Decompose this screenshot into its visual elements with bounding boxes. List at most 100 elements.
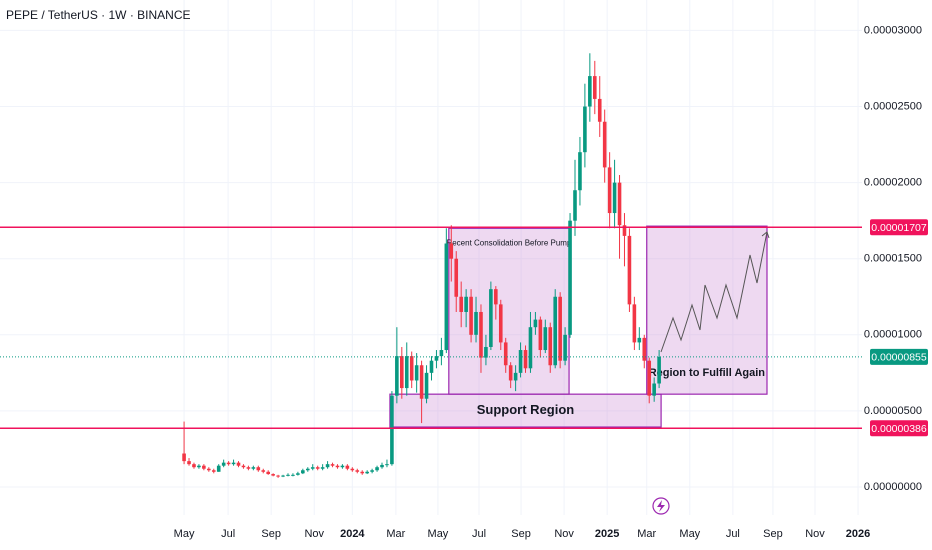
candle-body: [652, 383, 656, 396]
candle-body: [498, 304, 503, 343]
candle-body: [340, 465, 345, 468]
price-label-box: [870, 348, 928, 365]
candle-body: [558, 296, 562, 361]
candle-body: [434, 356, 439, 361]
annotation-box: [389, 393, 662, 428]
candle-body: [375, 467, 379, 471]
candle-body: [642, 337, 647, 361]
candle-body: [459, 296, 463, 312]
y-tick-label: 0.00000000: [864, 481, 922, 493]
candle-body: [281, 475, 285, 477]
candle-body: [305, 468, 310, 471]
candle-body: [370, 470, 374, 472]
x-tick-label: Jul: [472, 528, 486, 540]
candle-body: [583, 106, 587, 153]
candle-body: [597, 98, 602, 122]
annotation-box: [646, 225, 768, 395]
candle-body: [449, 243, 454, 259]
candle-body: [286, 474, 290, 476]
candle-body: [548, 327, 553, 366]
candle-body: [414, 365, 419, 381]
candle-body: [484, 346, 488, 358]
y-tick-label: 0.00000500: [864, 405, 922, 417]
annotation-label: Region to Fulfill Again: [649, 367, 766, 379]
candle-body: [301, 470, 305, 474]
candle-body: [315, 467, 320, 469]
candle-body: [637, 337, 642, 343]
x-tick-label: Nov: [304, 528, 324, 540]
alert-icon[interactable]: [652, 497, 670, 515]
candles: [182, 53, 661, 478]
candle-body: [444, 243, 449, 351]
candle-body: [622, 225, 627, 236]
x-tick-label: May: [679, 528, 700, 540]
x-tick-label: Mar: [637, 528, 656, 540]
candle-body: [469, 296, 473, 335]
candle-body: [602, 121, 607, 168]
candle-body: [588, 76, 592, 107]
candle-body: [627, 235, 632, 305]
y-tick-label: 0.00001500: [864, 253, 922, 265]
x-tick-label: 2025: [595, 528, 619, 540]
candle-body: [409, 356, 414, 381]
x-tick-label: Mar: [386, 528, 405, 540]
candle-body: [395, 356, 399, 396]
candle-body: [474, 311, 478, 335]
x-tick-label: Nov: [805, 528, 825, 540]
candle-body: [355, 470, 360, 472]
candle-body: [246, 467, 251, 469]
x-tick-label: Sep: [511, 528, 531, 540]
annotation-label: Recent Consolidation Before Pump: [446, 238, 572, 247]
candle-body: [592, 76, 597, 99]
candle-body: [241, 465, 246, 468]
candle-body: [563, 334, 567, 361]
candle-body: [647, 360, 652, 396]
candle-body: [439, 350, 444, 357]
candle-body: [192, 464, 196, 468]
candle-body: [464, 296, 468, 312]
candle-body: [360, 471, 365, 474]
price-label-box: [870, 219, 928, 236]
candle-body: [553, 296, 558, 366]
candle-body: [454, 258, 459, 297]
candle-body: [404, 356, 409, 389]
candle-body: [503, 342, 508, 366]
candle-body: [216, 465, 221, 472]
grid: [0, 0, 862, 515]
candle-body: [266, 471, 270, 475]
x-tick-label: 2024: [340, 528, 365, 540]
candle-body: [330, 464, 335, 466]
candle-body: [424, 372, 429, 399]
price-label: 0.00000855: [871, 352, 927, 364]
candle-body: [276, 475, 280, 477]
candle-body: [419, 365, 424, 399]
candle-body: [310, 467, 315, 469]
projection-arrowhead: [761, 231, 770, 239]
candle-body: [538, 319, 543, 351]
candle-body: [400, 356, 404, 389]
candle-body: [271, 474, 275, 476]
candle-body: [578, 152, 582, 191]
x-tick-label: 2026: [846, 528, 870, 540]
candle-body: [291, 474, 295, 476]
candle-body: [508, 365, 513, 381]
candle-body: [607, 167, 612, 214]
x-tick-label: Nov: [554, 528, 574, 540]
price-lines: 0.00001707 0.00000855 0.00000386: [0, 219, 928, 437]
candle-body: [350, 468, 355, 471]
candle-body: [251, 467, 256, 469]
price-label: 0.00001707: [871, 222, 927, 234]
candle-body: [523, 350, 528, 369]
x-tick-label: Jul: [726, 528, 740, 540]
candle-body: [221, 462, 226, 466]
x-tick-label: Jul: [221, 528, 235, 540]
y-tick-label: 0.00001000: [864, 329, 922, 341]
candle-body: [385, 464, 389, 466]
candle-body: [236, 462, 241, 466]
price-label: 0.00000386: [871, 423, 927, 435]
candle-body: [207, 468, 211, 471]
candle-body: [612, 182, 617, 214]
